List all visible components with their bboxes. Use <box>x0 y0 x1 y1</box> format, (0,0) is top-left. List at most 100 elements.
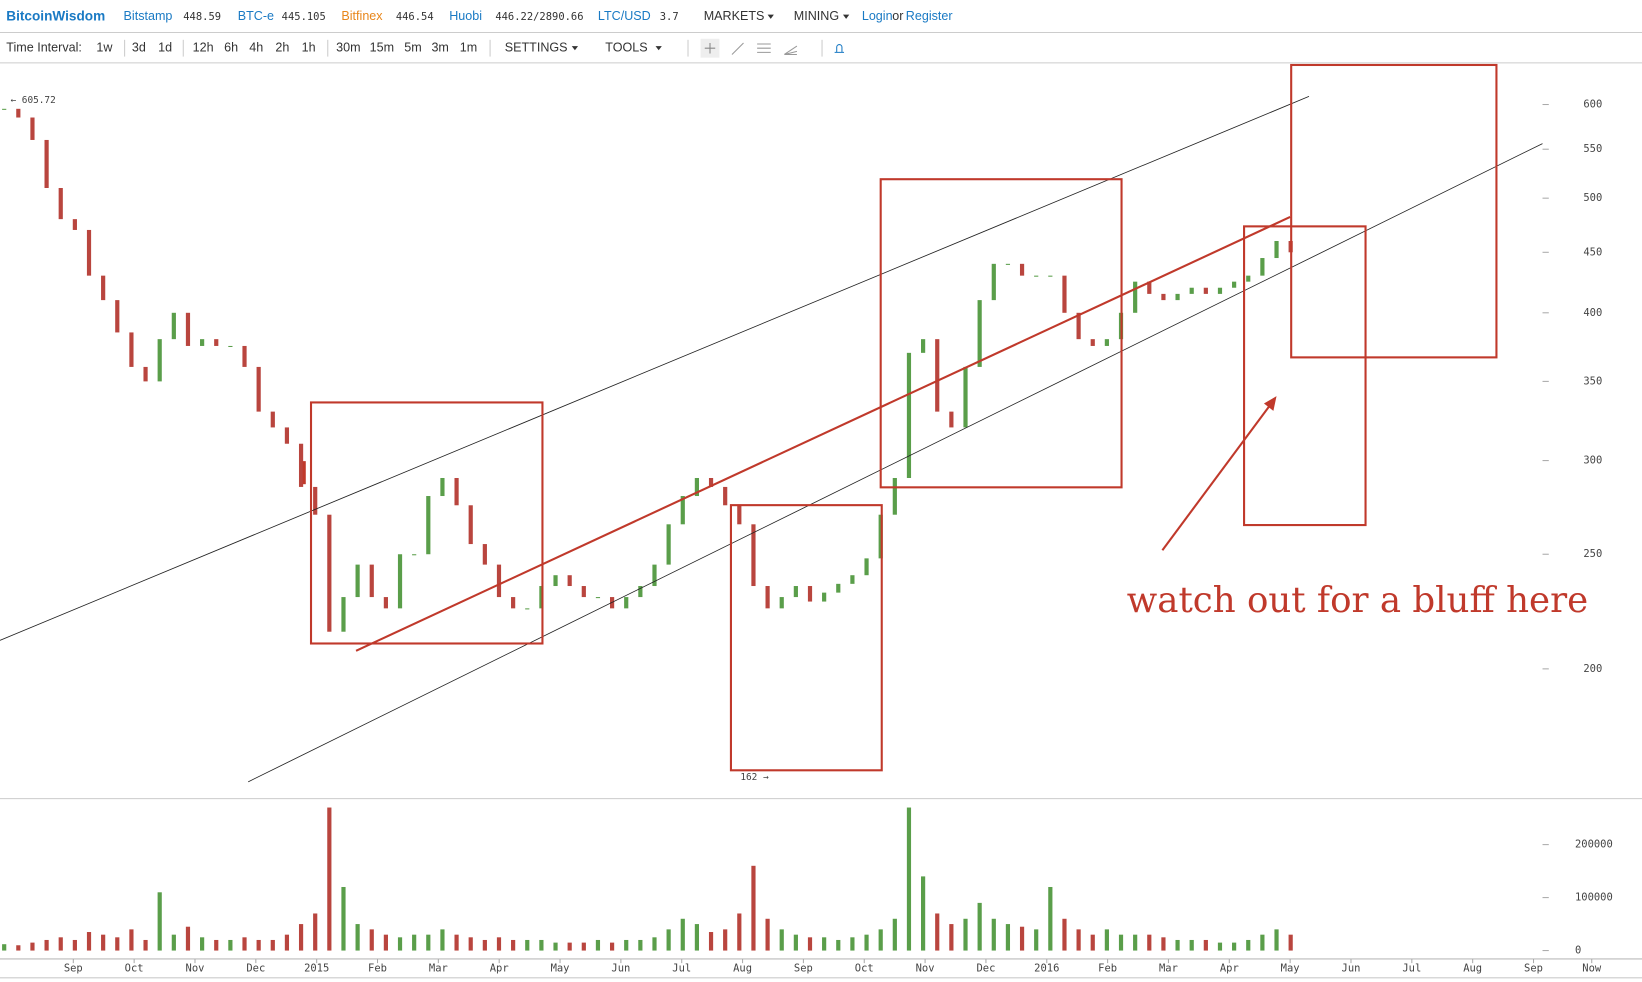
candle <box>921 339 926 353</box>
candle <box>412 554 417 556</box>
interval-button[interactable]: 3d <box>132 41 146 55</box>
highlight-box <box>309 401 544 645</box>
volume-bar <box>765 918 770 951</box>
volume-bar <box>581 942 586 951</box>
candle <box>553 575 558 587</box>
volume-bar <box>822 937 827 951</box>
x-tick-label: Jun <box>611 962 630 974</box>
volume-bar <box>807 937 813 951</box>
interval-button[interactable]: 1m <box>460 41 477 55</box>
tool-line[interactable] <box>731 42 744 55</box>
volume-tick-label: 0 <box>1575 945 1581 957</box>
candle <box>1090 339 1095 346</box>
volume-bar <box>1048 886 1053 951</box>
volume-bar <box>949 924 954 951</box>
y-tick-label: 600 <box>1583 99 1602 111</box>
volume-bar <box>1090 934 1095 951</box>
interval-button[interactable]: 1w <box>96 41 113 55</box>
menu[interactable]: MINING <box>794 9 839 23</box>
interval-button[interactable]: 1d <box>158 41 172 55</box>
candle <box>86 229 92 276</box>
volume-bar <box>72 939 77 951</box>
candle <box>624 597 629 609</box>
volume-bar <box>723 929 728 951</box>
volume-bar <box>878 929 883 951</box>
tool-channel[interactable] <box>757 43 771 53</box>
candle <box>454 477 459 506</box>
candle <box>369 564 374 598</box>
volume-bar <box>935 913 940 951</box>
x-tick-label: May <box>551 962 570 974</box>
y-tick-label: 300 <box>1583 455 1602 467</box>
candle <box>228 345 233 347</box>
candle <box>1161 293 1166 301</box>
candle <box>723 486 728 506</box>
interval-button[interactable]: 5m <box>404 41 421 55</box>
volume-bar <box>397 937 403 951</box>
settings-menu[interactable]: SETTINGS <box>505 41 568 55</box>
candle <box>1232 281 1237 288</box>
volume-bar <box>906 807 912 951</box>
tool-fan[interactable] <box>784 45 798 56</box>
volume-bar <box>129 929 134 951</box>
volume-bar <box>1076 929 1081 951</box>
volume-bar <box>1288 934 1293 951</box>
brand[interactable]: BitcoinWisdom <box>6 8 105 23</box>
candle <box>143 366 148 382</box>
candle <box>708 477 714 487</box>
candle <box>1217 287 1223 294</box>
interval-button[interactable]: 12h <box>193 41 214 55</box>
interval-button[interactable]: 4h <box>249 41 263 55</box>
tools-menu[interactable]: TOOLS <box>605 41 647 55</box>
caret <box>767 14 774 19</box>
volume-bar <box>369 929 374 951</box>
volume-bar <box>214 939 219 951</box>
interval-button[interactable]: 2h <box>275 41 289 55</box>
interval-button[interactable]: 3m <box>431 41 448 55</box>
volume-bar <box>1274 929 1279 951</box>
volume-bar <box>1133 934 1138 951</box>
ticker-price: 446.22/2890.66 <box>495 11 583 23</box>
ticker-name[interactable]: BTC-e <box>238 9 274 23</box>
volume-bar <box>58 937 63 951</box>
volume-bar <box>609 942 615 951</box>
candle <box>341 597 346 632</box>
ticker-name[interactable]: Bitfinex <box>341 9 383 23</box>
x-tick-label: Jul <box>1402 962 1421 974</box>
ticker-name[interactable]: Huobi <box>449 9 482 23</box>
ticker-price: 446.54 <box>396 11 434 23</box>
interval-button[interactable]: 6h <box>224 41 238 55</box>
low-label: 162 → <box>740 772 769 783</box>
candle <box>1189 287 1194 294</box>
candle <box>1034 275 1039 277</box>
menu[interactable]: MARKETS <box>704 9 765 23</box>
interval-button[interactable]: 30m <box>336 41 360 55</box>
volume-bar <box>553 942 558 951</box>
register-link[interactable]: Register <box>906 9 953 23</box>
volume-bar <box>242 937 247 951</box>
volume-bar <box>525 939 530 951</box>
trend-line <box>247 143 1543 783</box>
arrow <box>1161 402 1273 551</box>
volume-bar <box>836 939 841 951</box>
volume-bar <box>680 918 685 951</box>
candle <box>298 443 304 487</box>
volume-bar <box>751 865 756 951</box>
candle <box>793 586 798 598</box>
interval-button[interactable]: 15m <box>370 41 394 55</box>
toolbar: Time Interval: SETTINGS TOOLS 1w 3d 1d 12h 6… <box>0 38 1642 64</box>
candle <box>1203 287 1208 294</box>
ticker-name[interactable]: LTC/USD <box>598 9 651 23</box>
login-link[interactable]: Login <box>862 9 893 23</box>
ticker-name[interactable]: Bitstamp <box>124 9 173 23</box>
candle <box>1062 275 1067 313</box>
volume-bar <box>624 939 629 951</box>
volume-bar <box>101 934 106 951</box>
volume-bar <box>793 934 798 951</box>
x-tick-label: Feb <box>368 962 387 974</box>
tool-alert[interactable] <box>834 44 845 53</box>
volume-bar <box>977 902 982 951</box>
volume-bar <box>454 934 459 951</box>
candle <box>511 597 516 609</box>
interval-button[interactable]: 1h <box>302 41 316 55</box>
